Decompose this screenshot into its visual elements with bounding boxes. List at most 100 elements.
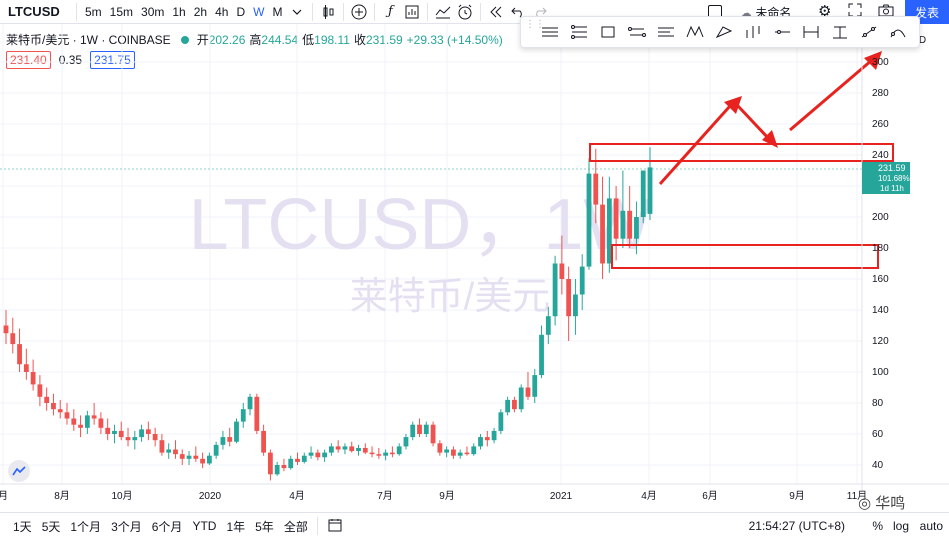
sell-price-button[interactable]: 231.40 bbox=[6, 51, 51, 69]
timeframe-d-button[interactable]: D bbox=[236, 4, 246, 19]
candle-body bbox=[159, 440, 165, 453]
range-6m-button[interactable]: 6个月 bbox=[151, 519, 183, 534]
candle-body bbox=[369, 452, 375, 455]
price-tick-label: 40 bbox=[872, 460, 884, 471]
candle-body bbox=[322, 452, 328, 458]
fullscreen-icon[interactable] bbox=[848, 3, 862, 22]
candle bbox=[166, 443, 172, 459]
price-range-icon[interactable] bbox=[622, 18, 651, 46]
candle-body bbox=[281, 465, 287, 469]
candles bbox=[3, 147, 653, 481]
candle bbox=[328, 443, 334, 456]
candle bbox=[342, 443, 348, 455]
candle-body bbox=[532, 375, 538, 397]
timeframe-w-button[interactable]: W bbox=[253, 4, 265, 19]
range-1m-button[interactable]: 1个月 bbox=[70, 519, 102, 534]
tradingview-logo-icon[interactable] bbox=[8, 460, 30, 482]
add-compare-icon[interactable] bbox=[348, 1, 370, 23]
candle-body bbox=[213, 444, 219, 456]
replay-icon[interactable] bbox=[485, 1, 507, 23]
log-scale-toggle[interactable]: log bbox=[892, 519, 909, 533]
timezone-clock[interactable]: 21:54:27 (UTC+8) bbox=[748, 519, 845, 533]
support-box-annotation[interactable] bbox=[611, 244, 879, 269]
horizontal-ray-icon[interactable] bbox=[767, 18, 796, 46]
goto-date-icon[interactable] bbox=[322, 518, 348, 535]
candle bbox=[227, 427, 233, 447]
range-5d-button[interactable]: 5天 bbox=[41, 519, 61, 534]
candle bbox=[301, 452, 307, 464]
candle-body bbox=[186, 455, 192, 459]
financials-icon[interactable] bbox=[401, 1, 423, 23]
timeframe-m-button[interactable]: M bbox=[272, 4, 283, 19]
candle-body bbox=[295, 458, 300, 462]
candle bbox=[417, 418, 422, 438]
text-tool-icon[interactable] bbox=[825, 18, 854, 46]
rectangle-icon[interactable] bbox=[593, 18, 622, 46]
candle bbox=[234, 418, 239, 444]
timeframe-30m-button[interactable]: 30m bbox=[141, 4, 165, 19]
ray-icon[interactable] bbox=[883, 18, 912, 46]
candle bbox=[505, 396, 511, 416]
alert-icon[interactable] bbox=[454, 1, 476, 23]
candle-body bbox=[328, 446, 334, 453]
candle-body bbox=[145, 429, 151, 434]
candle bbox=[518, 384, 524, 413]
time-tick-label: 9月 bbox=[439, 490, 455, 502]
price-chart[interactable]: LTCUSD，1W 莱特币/美元 30028026024022020018016… bbox=[0, 24, 949, 512]
percent-scale-toggle[interactable]: % bbox=[872, 519, 883, 533]
candle bbox=[213, 441, 219, 459]
trend-line-icon[interactable] bbox=[854, 18, 883, 46]
arrow-annotation[interactable] bbox=[658, 96, 778, 186]
candle bbox=[423, 421, 429, 438]
time-tick-label: 4月 bbox=[289, 490, 305, 502]
candle bbox=[71, 409, 77, 431]
resistance-box-annotation[interactable] bbox=[589, 143, 894, 162]
candle-body bbox=[37, 384, 43, 397]
candle bbox=[295, 452, 300, 465]
drag-handle-icon[interactable]: ⋮⋮ bbox=[525, 19, 545, 30]
parallel-channel-icon[interactable] bbox=[535, 18, 564, 46]
timeframe-2h-button[interactable]: 2h bbox=[193, 4, 208, 19]
pitchfork-icon[interactable] bbox=[738, 18, 767, 46]
symbol-search-button[interactable]: LTCUSD bbox=[8, 4, 60, 19]
candle-body bbox=[396, 446, 402, 455]
timeframe-4h-button[interactable]: 4h bbox=[215, 4, 229, 19]
time-tick-label: 6月 bbox=[702, 490, 718, 502]
publish-button[interactable]: 发表 bbox=[905, 0, 949, 24]
candle-body bbox=[51, 403, 56, 410]
candle bbox=[152, 427, 158, 447]
candle bbox=[566, 266, 572, 341]
regression-trend-icon[interactable] bbox=[564, 18, 593, 46]
range-3m-button[interactable]: 3个月 bbox=[111, 519, 142, 534]
candle bbox=[125, 427, 131, 447]
candle bbox=[491, 427, 497, 444]
candle-body bbox=[525, 387, 531, 397]
candle bbox=[457, 449, 463, 459]
auto-scale-toggle[interactable]: auto bbox=[919, 519, 943, 533]
candle-body bbox=[30, 372, 36, 385]
candle-body bbox=[98, 418, 104, 428]
range-1y-button[interactable]: 1年 bbox=[226, 519, 246, 534]
range-all-button[interactable]: 全部 bbox=[283, 519, 308, 534]
candle bbox=[471, 443, 477, 456]
range-1d-button[interactable]: 1天 bbox=[13, 519, 32, 534]
indicators-icon[interactable]: ƒ bbox=[388, 4, 393, 19]
chevron-down-icon[interactable] bbox=[286, 1, 308, 23]
timeframe-15m-button[interactable]: 15m bbox=[109, 4, 134, 19]
disjoint-channel-icon[interactable] bbox=[651, 18, 680, 46]
timeframe-5m-button[interactable]: 5m bbox=[85, 4, 102, 19]
range-ytd-button[interactable]: YTD bbox=[192, 519, 217, 533]
timeframe-1h-button[interactable]: 1h bbox=[172, 4, 186, 19]
price-axis: 300280260240220200180160140120100806040 bbox=[872, 57, 889, 471]
candle-body bbox=[166, 449, 172, 453]
templates-icon[interactable] bbox=[432, 1, 454, 23]
triangle-pattern-icon[interactable] bbox=[709, 18, 738, 46]
settings-icon[interactable]: ⚙ bbox=[818, 3, 832, 20]
arrow-annotation[interactable] bbox=[789, 51, 882, 132]
divider bbox=[374, 2, 376, 21]
range-5y-button[interactable]: 5年 bbox=[255, 519, 274, 534]
time-tick-label: 10月 bbox=[111, 490, 132, 502]
candles-icon[interactable] bbox=[317, 1, 339, 23]
xabcd-pattern-icon[interactable] bbox=[680, 18, 709, 46]
date-range-icon[interactable] bbox=[796, 18, 825, 46]
